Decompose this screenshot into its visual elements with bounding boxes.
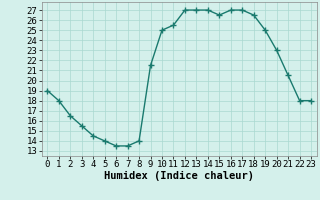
X-axis label: Humidex (Indice chaleur): Humidex (Indice chaleur): [104, 171, 254, 181]
